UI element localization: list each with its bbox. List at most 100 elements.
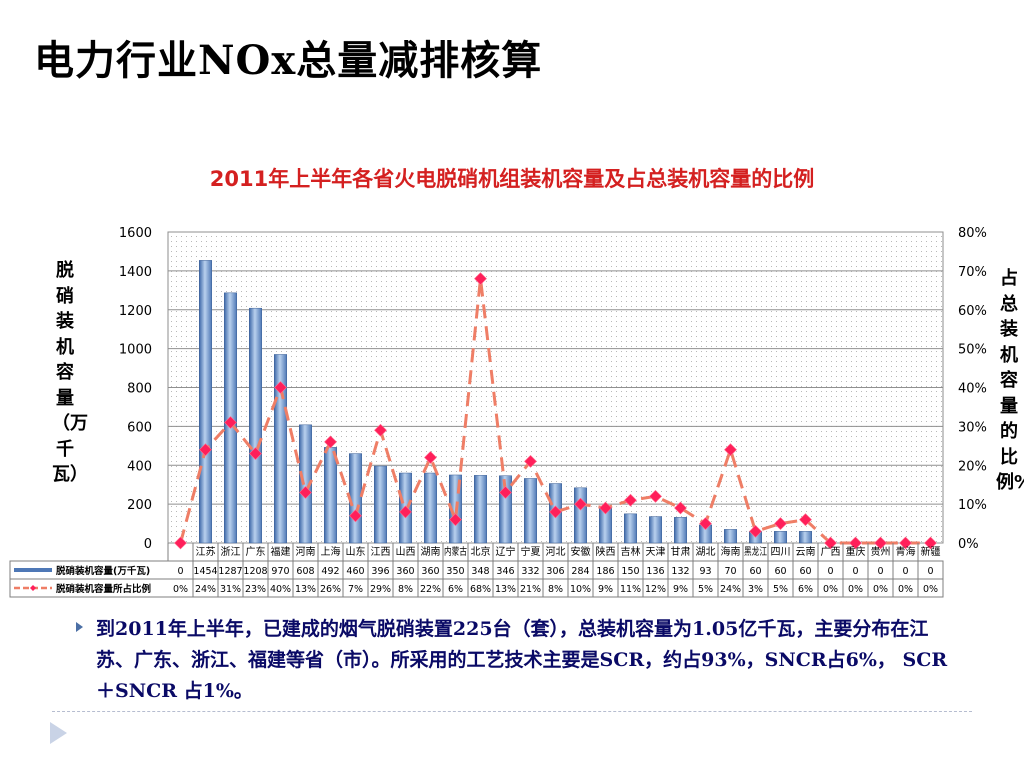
table-cell-ratio: 8%	[548, 584, 563, 595]
table-cell-ratio: 0%	[873, 584, 888, 595]
table-cell-capacity: 360	[396, 566, 414, 577]
ratio-marker	[849, 536, 862, 550]
next-slide-arrow-icon[interactable]	[50, 722, 67, 744]
ratio-marker	[724, 443, 737, 457]
table-cell-capacity: 150	[621, 566, 639, 577]
category-label: 海南	[721, 545, 741, 558]
category-label: 四川	[771, 547, 791, 558]
table-cell-ratio: 7%	[348, 584, 363, 595]
bar	[674, 517, 687, 544]
ratio-marker	[799, 513, 812, 527]
table-cell-capacity: 460	[346, 566, 364, 577]
table-cell-ratio: 5%	[698, 584, 713, 595]
y2-tick-label: 50%	[958, 343, 987, 358]
category-label: 上海	[321, 545, 341, 558]
ratio-marker	[274, 381, 287, 394]
y-tick-label: 800	[127, 382, 152, 397]
category-label: 陕西	[596, 545, 616, 558]
category-label: 广东	[246, 545, 266, 558]
bar	[274, 354, 287, 544]
ratio-marker	[424, 451, 437, 464]
ratio-marker	[349, 509, 362, 523]
ratio-marker	[749, 524, 762, 538]
y-tick-label: 1200	[119, 304, 152, 319]
ratio-marker	[249, 447, 262, 461]
ratio-marker	[399, 505, 412, 519]
ratio-marker	[224, 416, 237, 429]
category-label: 河北	[546, 546, 566, 558]
category-label: 山东	[346, 545, 366, 558]
table-cell-ratio: 29%	[370, 584, 391, 595]
y-tick-label: 1600	[119, 226, 152, 241]
chart-title: 2011年上半年各省火电脱硝机组装机容量及占总装机容量的比例	[209, 167, 815, 191]
table-cell-capacity: 284	[571, 566, 589, 577]
ratio-marker	[649, 489, 662, 503]
y-tick-label: 200	[127, 498, 152, 513]
category-label: 河南	[296, 545, 316, 558]
bar	[299, 424, 312, 544]
table-cell-capacity: 0	[827, 566, 833, 577]
y-tick-label: 400	[127, 459, 152, 474]
ratio-marker	[499, 486, 512, 499]
category-label: 甘肃	[671, 545, 691, 558]
ratio-marker	[449, 513, 462, 527]
table-cell-capacity: 350	[446, 566, 464, 577]
ratio-marker	[874, 536, 887, 550]
category-label: 山西	[396, 546, 416, 558]
table-cell-capacity: 306	[546, 566, 564, 577]
bar	[524, 478, 537, 544]
y2-tick-label: 20%	[958, 459, 987, 474]
table-cell-ratio: 11%	[620, 584, 641, 595]
bar	[774, 531, 787, 544]
ratio-marker	[199, 443, 212, 457]
table-cell-capacity: 70	[724, 566, 736, 577]
ratio-marker	[549, 505, 562, 519]
ratio-marker	[924, 536, 937, 550]
table-cell-ratio: 13%	[295, 584, 316, 595]
table-cell-capacity: 492	[321, 566, 339, 577]
category-label: 辽宁	[496, 545, 516, 558]
bar	[724, 529, 737, 544]
table-cell-capacity: 0	[177, 566, 183, 577]
category-label: 云南	[796, 545, 816, 558]
category-label: 浙江	[221, 546, 241, 558]
divider	[52, 711, 972, 712]
category-label: 青海	[896, 545, 916, 558]
bar	[199, 260, 212, 544]
table-cell-capacity: 1287	[218, 566, 242, 577]
bar	[374, 465, 387, 544]
bar	[324, 447, 337, 544]
table-cell-ratio: 5%	[773, 584, 788, 595]
table-cell-ratio: 26%	[320, 584, 341, 595]
table-cell-ratio: 6%	[798, 584, 813, 595]
category-label: 江苏	[196, 545, 216, 558]
summary-text: 到2011年上半年，已建成的烟气脱硝装置225台（套），总装机容量为1.05亿千…	[96, 618, 948, 702]
chart: 0 0%200 10%400 20%600 30%800 40%1000 50%1200 60…	[9, 226, 987, 598]
bar	[424, 472, 437, 544]
y-tick-label: 1000	[119, 343, 152, 358]
table-cell-capacity: 60	[749, 566, 761, 577]
ratio-marker	[599, 501, 612, 515]
table-cell-ratio: 13%	[495, 584, 516, 595]
ratio-marker	[374, 423, 387, 437]
table-cell-ratio: 3%	[748, 584, 763, 595]
table-cell-ratio: 9%	[598, 584, 613, 595]
table-cell-capacity: 346	[496, 566, 514, 577]
table-cell-ratio: 68%	[470, 584, 491, 595]
y-tick-label: 600	[127, 420, 152, 435]
table-cell-ratio: 22%	[420, 584, 441, 595]
category-label: 湖南	[421, 545, 441, 558]
ratio-marker	[674, 501, 687, 515]
category-label: 重庆	[846, 545, 866, 558]
table-cell-capacity: 1208	[243, 566, 267, 577]
table-cell-ratio: 0%	[923, 584, 938, 595]
bar	[624, 513, 637, 544]
table-cell-capacity: 0	[902, 566, 908, 577]
table-cell-capacity: 132	[671, 566, 689, 577]
table-cell-ratio: 23%	[245, 584, 266, 595]
y-tick-label: 1400	[119, 265, 152, 280]
bar	[474, 475, 487, 544]
ratio-marker	[324, 435, 337, 449]
table-cell-capacity: 186	[596, 566, 614, 577]
legend-label-bar: 脱硝装机容量(万千瓦)	[56, 565, 150, 577]
